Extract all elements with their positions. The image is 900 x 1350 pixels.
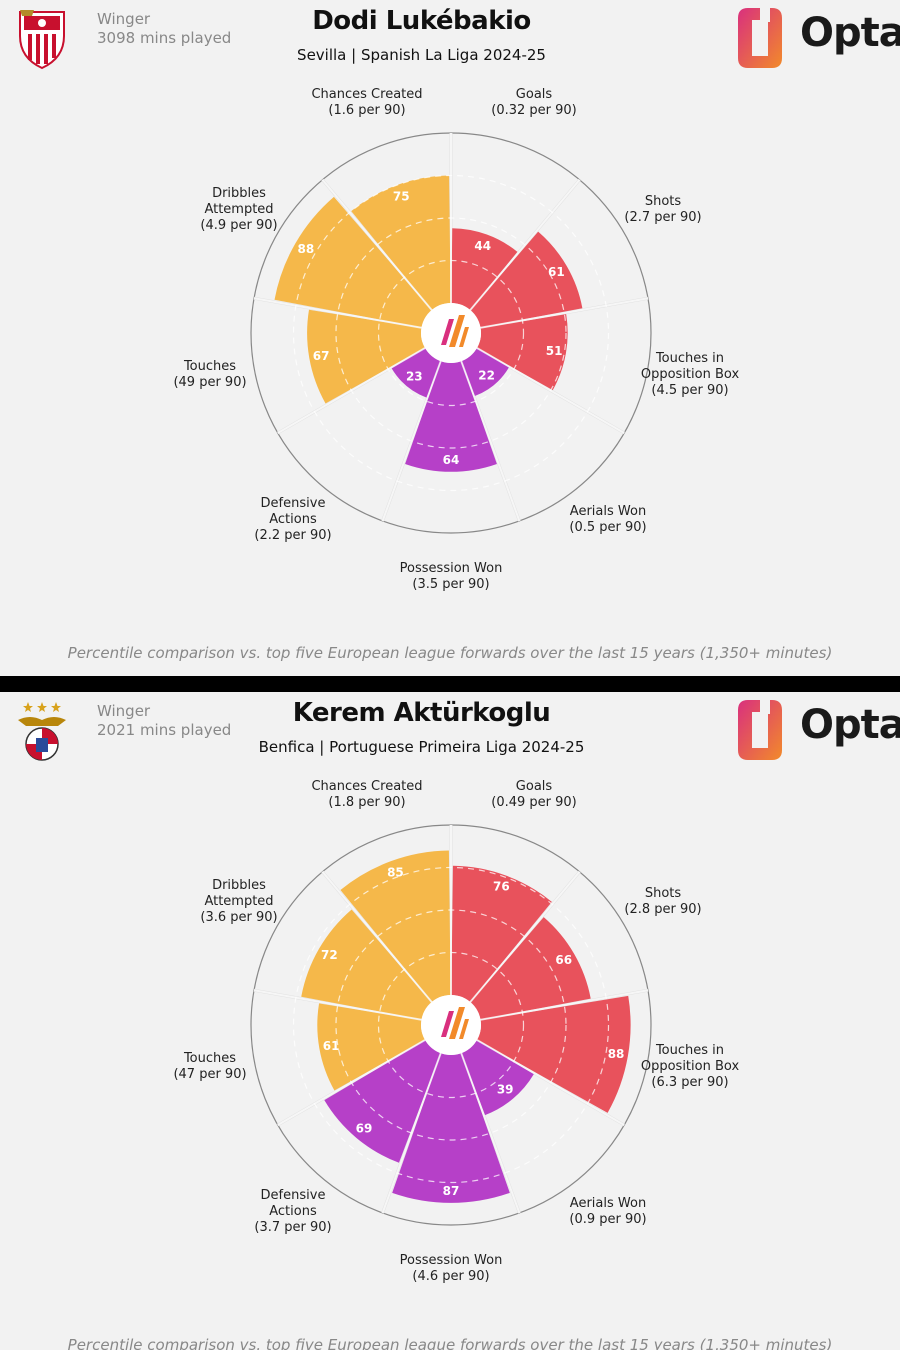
wedge-goals-0-49-per-90 (451, 865, 552, 1002)
team-season: Sevilla | Spanish La Liga 2024-25 (297, 46, 546, 64)
player-role: Winger 2021 mins played (97, 702, 231, 740)
category-label: Shots (2.8 per 90) (624, 886, 701, 917)
percentile-label: 61 (548, 265, 565, 279)
radar-panel-lukebakio: Winger 3098 mins played Dodi Lukébakio S… (0, 0, 900, 676)
radar-chart: 44 61 51 22 64 23 67 88 75 Goals (0.32 per 90) Shot… (173, 87, 740, 592)
category-label: Possession Won (3.5 per 90) (400, 561, 503, 592)
team-season: Benfica | Portuguese Primeira Liga 2024-… (258, 738, 585, 756)
wedge-shots-2-8-per-90 (470, 917, 591, 1020)
category-label: Aerials Won (0.9 per 90) (569, 1196, 646, 1227)
wedge-possession-won-4-6-per-90 (392, 1053, 510, 1203)
category-label: Touches (49 per 90) (173, 359, 246, 390)
percentile-label: 72 (321, 948, 338, 962)
opta-mark-icon (738, 700, 782, 760)
wedge-separator (480, 989, 649, 1021)
percentile-label: 69 (356, 1122, 373, 1136)
opta-logo-icon: Opta (734, 698, 900, 762)
percentile-label: 23 (406, 370, 423, 384)
category-label: Shots (2.7 per 90) (624, 194, 701, 225)
wedge-aerials-won-0-5-per-90 (461, 348, 509, 397)
radar-grid-ring (335, 217, 567, 449)
category-label: Goals (0.32 per 90) (491, 87, 577, 118)
percentile-label: 67 (313, 349, 330, 363)
player-name: Dodi Lukébakio (312, 6, 531, 36)
percentile-label: 75 (393, 189, 410, 203)
wedge-shots-2-7-per-90 (470, 231, 583, 328)
radar-grid-ring (377, 951, 525, 1099)
minutes-played: 2021 mins played (97, 721, 232, 739)
sevilla-crest-icon (19, 10, 65, 70)
category-label: Defensive Actions (3.7 per 90) (254, 1188, 331, 1235)
role-label: Winger (97, 10, 151, 28)
percentile-label: 64 (443, 453, 460, 467)
wedge-separator (460, 360, 521, 522)
benfica-crest-icon (18, 702, 66, 761)
percentile-label: 22 (478, 368, 495, 382)
percentile-label: 66 (555, 953, 572, 967)
footnote: Percentile comparison vs. top five Europ… (67, 644, 833, 662)
wedge-dribbles-attempted-3-6-per-90 (301, 909, 432, 1020)
radar-chart: 76 66 88 39 87 69 61 72 85 Goals (0.49 per 90) Shot… (173, 779, 740, 1284)
category-label: Defensive Actions (2.2 per 90) (254, 496, 331, 543)
radar-grid-ring (292, 866, 610, 1184)
category-label: Dribbles Attempted (3.6 per 90) (200, 878, 277, 925)
percentile-label: 76 (493, 880, 510, 894)
wedge-touches-47-per-90 (317, 1003, 425, 1091)
radar-grid-ring (377, 259, 525, 407)
role-label: Winger (97, 702, 151, 720)
wedge-chances-created-1-8-per-90 (340, 850, 451, 1002)
opta-brand-text: Opta (800, 10, 900, 56)
category-label: Chances Created (1.6 per 90) (311, 87, 422, 118)
wedge-defensive-actions-2-2-per-90 (391, 348, 441, 398)
percentile-label: 51 (546, 344, 563, 358)
slash-logo-icon (421, 995, 481, 1055)
wedge-touches-in-opposition-box-4-5-per-90 (477, 314, 568, 391)
category-label: Possession Won (4.6 per 90) (400, 1253, 503, 1284)
opta-logo-icon: Opta (734, 6, 900, 70)
wedge-possession-won-3-5-per-90 (405, 361, 497, 472)
category-label: Touches in Opposition Box (4.5 per 90) (641, 351, 740, 398)
category-label: Goals (0.49 per 90) (491, 779, 577, 810)
radar-grid-ring (292, 174, 610, 492)
wedge-chances-created-1-6-per-90 (351, 175, 451, 310)
wedge-separator (321, 179, 433, 311)
percentile-label: 88 (298, 242, 315, 256)
wedge-separator (253, 989, 422, 1021)
category-label: Dribbles Attempted (4.9 per 90) (200, 186, 277, 233)
wedge-separator (460, 1052, 521, 1214)
category-label: Aerials Won (0.5 per 90) (569, 504, 646, 535)
footnote: Percentile comparison vs. top five Europ… (67, 1336, 833, 1350)
wedge-dribbles-attempted-4-9-per-90 (274, 196, 432, 328)
category-label: Touches (47 per 90) (173, 1051, 246, 1082)
percentile-label: 44 (474, 239, 491, 253)
percentile-label: 39 (497, 1083, 514, 1097)
wedge-touches-in-opposition-box-6-3-per-90 (477, 995, 631, 1113)
wedge-defensive-actions-3-7-per-90 (324, 1040, 441, 1163)
wedge-separator (253, 297, 422, 329)
player-role: Winger 3098 mins played (97, 10, 231, 48)
opta-mark-icon (738, 8, 782, 68)
category-label: Touches in Opposition Box (6.3 per 90) (641, 1043, 740, 1090)
radar-panel-akturkoglu: Winger 2021 mins played Kerem Aktürkoglu… (0, 692, 900, 1350)
percentile-label: 88 (608, 1047, 625, 1061)
wedge-aerials-won-0-9-per-90 (461, 1040, 534, 1116)
percentile-label: 61 (323, 1039, 340, 1053)
category-label: Chances Created (1.8 per 90) (311, 779, 422, 810)
wedge-separator (480, 297, 649, 329)
percentile-label: 87 (443, 1184, 460, 1198)
wedge-touches-49-per-90 (307, 309, 425, 404)
slash-logo-icon (421, 303, 481, 363)
opta-brand-text: Opta (800, 702, 900, 748)
minutes-played: 3098 mins played (97, 29, 232, 47)
radar-grid-ring (335, 909, 567, 1141)
wedge-separator (321, 871, 433, 1003)
percentile-label: 85 (387, 865, 404, 879)
player-name: Kerem Aktürkoglu (292, 698, 551, 728)
